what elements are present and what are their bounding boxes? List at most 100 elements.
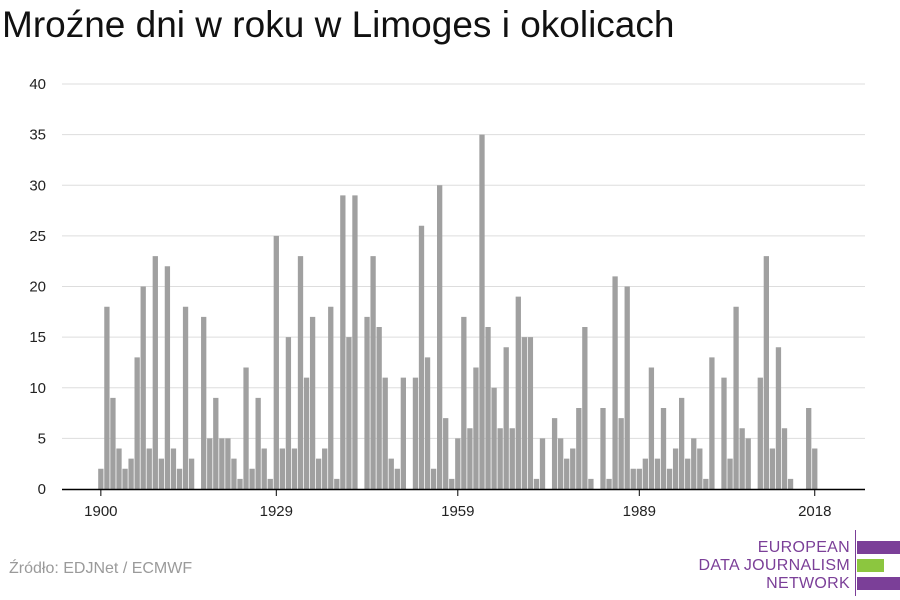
bar-1904[interactable] [122,468,128,489]
bar-1957[interactable] [443,418,449,490]
bar-1944[interactable] [364,316,370,490]
bar-1992[interactable] [654,458,661,490]
bar-1961[interactable] [467,428,473,489]
bar-1975[interactable] [551,418,558,490]
bar-1970[interactable] [521,337,527,490]
bar-1988[interactable] [630,468,636,489]
bar-1981[interactable] [588,478,594,490]
bar-1962[interactable] [473,367,479,490]
bar-1949[interactable] [394,468,400,489]
bar-1909[interactable] [152,256,158,490]
bar-2010[interactable] [763,256,769,490]
bar-1958[interactable] [449,478,455,490]
bar-1937[interactable] [322,448,328,490]
bar-1985[interactable] [612,276,618,490]
bar-1918[interactable] [207,438,213,490]
bar-1901[interactable] [104,306,110,489]
bar-1955[interactable] [430,468,437,489]
bar-1926[interactable] [255,397,261,490]
bar-1903[interactable] [116,448,122,490]
bar-2011[interactable] [769,448,776,490]
bar-1925[interactable] [249,468,255,489]
bar-1986[interactable] [618,418,624,490]
bar-1935[interactable] [309,316,316,490]
bar-2006[interactable] [739,428,745,489]
bar-1978[interactable] [570,448,576,490]
edjnet-logo[interactable]: EUROPEAN DATA JOURNALISM NETWORK [699,530,900,600]
bar-1956[interactable] [437,185,443,489]
bar-1932[interactable] [291,448,298,490]
bar-1953[interactable] [418,225,425,489]
bar-2001[interactable] [709,357,715,490]
bar-1999[interactable] [697,448,703,490]
bar-1968[interactable] [509,428,515,489]
bar-1910[interactable] [158,458,164,490]
bar-2013[interactable] [781,428,788,489]
bar-2007[interactable] [745,438,751,490]
bar-1902[interactable] [110,397,116,490]
bar-1952[interactable] [412,377,419,490]
bar-1941[interactable] [346,337,352,490]
bar-1984[interactable] [606,478,612,490]
bar-1969[interactable] [515,296,521,490]
bar-1931[interactable] [285,337,292,490]
bar-1997[interactable] [685,458,691,490]
bar-2004[interactable] [727,458,733,490]
bar-1905[interactable] [128,458,134,490]
bar-1930[interactable] [279,448,285,490]
bar-1989[interactable] [636,468,642,489]
bar-2017[interactable] [806,408,812,489]
bar-2014[interactable] [787,478,794,490]
bar-1908[interactable] [146,448,152,490]
bar-1971[interactable] [527,337,534,490]
bar-1994[interactable] [666,468,673,489]
bar-2018[interactable] [812,448,818,490]
bar-1920[interactable] [219,438,225,490]
bar-1947[interactable] [382,377,388,490]
bar-1987[interactable] [624,286,630,490]
bar-1911[interactable] [164,266,171,489]
bar-1991[interactable] [648,367,655,490]
bar-1945[interactable] [370,256,376,490]
bar-1977[interactable] [564,458,570,490]
bar-1998[interactable] [691,438,697,490]
bar-1995[interactable] [672,448,679,490]
bar-1921[interactable] [225,438,231,490]
bar-1900[interactable] [98,468,104,489]
bar-1976[interactable] [558,438,564,490]
bar-1919[interactable] [213,397,219,490]
bar-2005[interactable] [733,306,739,489]
bar-1963[interactable] [479,134,485,490]
bar-1913[interactable] [176,468,183,489]
bar-1928[interactable] [267,478,273,490]
bar-1938[interactable] [328,306,334,489]
bar-1996[interactable] [679,397,685,490]
bar-1950[interactable] [400,377,406,490]
bar-1960[interactable] [461,316,467,490]
bar-1922[interactable] [231,458,237,490]
bar-1929[interactable] [273,235,279,490]
bar-1924[interactable] [243,367,249,490]
bar-1927[interactable] [261,448,267,490]
bar-1933[interactable] [297,256,304,490]
bar-1915[interactable] [188,458,195,490]
bar-1940[interactable] [340,195,346,490]
bar-2000[interactable] [703,478,709,490]
bar-1967[interactable] [503,347,509,489]
bar-1917[interactable] [201,316,207,490]
bar-1942[interactable] [352,195,358,490]
bar-1964[interactable] [485,327,491,489]
bar-1972[interactable] [533,478,540,490]
bar-1934[interactable] [303,377,310,490]
bar-1979[interactable] [576,408,582,489]
bar-1936[interactable] [316,458,322,490]
bar-1912[interactable] [170,448,177,490]
bar-1914[interactable] [182,306,189,489]
bar-1948[interactable] [388,458,394,490]
bar-1965[interactable] [491,387,497,489]
bar-1980[interactable] [582,327,588,489]
bar-1990[interactable] [642,458,648,490]
bar-1973[interactable] [539,438,546,490]
bar-2012[interactable] [775,347,782,489]
bar-1983[interactable] [600,408,606,489]
